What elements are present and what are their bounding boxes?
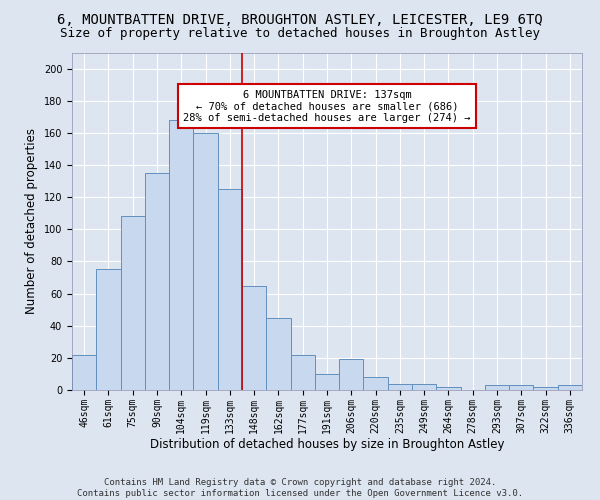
Bar <box>388 384 412 390</box>
Bar <box>485 385 509 390</box>
Bar <box>436 387 461 390</box>
Bar <box>558 385 582 390</box>
Bar <box>315 374 339 390</box>
Bar <box>121 216 145 390</box>
Bar <box>242 286 266 390</box>
Bar <box>509 385 533 390</box>
Bar <box>193 133 218 390</box>
Bar <box>218 189 242 390</box>
Text: 6, MOUNTBATTEN DRIVE, BROUGHTON ASTLEY, LEICESTER, LE9 6TQ: 6, MOUNTBATTEN DRIVE, BROUGHTON ASTLEY, … <box>57 12 543 26</box>
Bar <box>169 120 193 390</box>
Bar <box>533 387 558 390</box>
Bar <box>266 318 290 390</box>
Y-axis label: Number of detached properties: Number of detached properties <box>25 128 38 314</box>
Text: Contains HM Land Registry data © Crown copyright and database right 2024.
Contai: Contains HM Land Registry data © Crown c… <box>77 478 523 498</box>
Bar <box>412 384 436 390</box>
Text: 6 MOUNTBATTEN DRIVE: 137sqm
← 70% of detached houses are smaller (686)
28% of se: 6 MOUNTBATTEN DRIVE: 137sqm ← 70% of det… <box>183 90 471 123</box>
Bar <box>96 270 121 390</box>
Bar <box>290 354 315 390</box>
Bar <box>364 377 388 390</box>
Bar <box>145 173 169 390</box>
Bar <box>72 354 96 390</box>
Text: Size of property relative to detached houses in Broughton Astley: Size of property relative to detached ho… <box>60 28 540 40</box>
X-axis label: Distribution of detached houses by size in Broughton Astley: Distribution of detached houses by size … <box>150 438 504 452</box>
Bar <box>339 360 364 390</box>
